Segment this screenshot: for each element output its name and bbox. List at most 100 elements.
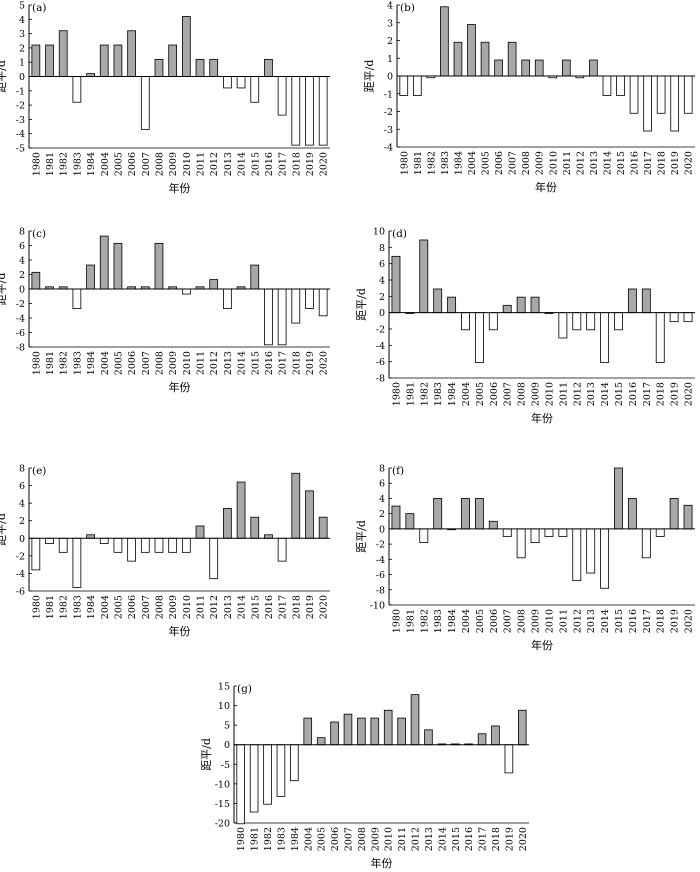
x-tick-label: 1981 [405, 382, 416, 406]
bar [614, 312, 623, 331]
bar [303, 717, 313, 746]
y-tick-label: 0 [19, 534, 25, 545]
y-tick-label: -3 [384, 125, 393, 136]
y-tick-label: -3 [16, 115, 25, 126]
y-tick-label: 4 [19, 256, 25, 267]
bar [86, 264, 95, 290]
x-tick-label: 1983 [72, 595, 83, 619]
x-tick-label: 2020 [684, 382, 695, 406]
bar [209, 537, 219, 580]
x-tick-label: 2016 [628, 609, 639, 633]
bar [502, 304, 512, 314]
x-tick-label: 1984 [86, 351, 97, 375]
x-tick-label: 2017 [643, 151, 654, 175]
bar [223, 508, 232, 539]
x-tick-label: 2010 [544, 382, 555, 406]
x-tick-label: 2004 [100, 152, 111, 176]
bar [318, 288, 328, 317]
bar [491, 725, 500, 746]
x-tick-label: 2017 [642, 609, 653, 633]
bar [516, 296, 526, 314]
y-tick-label: -2 [376, 540, 385, 551]
bar [154, 537, 164, 553]
x-tick-label: 2008 [154, 152, 165, 176]
x-tick-label: 2011 [397, 827, 408, 851]
x-tick-label: 1983 [276, 827, 287, 851]
x-tick-label: 1984 [290, 827, 301, 851]
bar [474, 312, 484, 363]
y-axis-label: 距平/d [0, 60, 8, 93]
x-tick-label: 2007 [141, 595, 152, 619]
x-tick-label: 1981 [45, 152, 56, 176]
bar [534, 59, 544, 77]
y-tick-label: 6 [19, 481, 25, 492]
y-tick-label: 4 [387, 1, 393, 12]
x-tick-label: 1981 [413, 151, 424, 175]
bar [58, 537, 68, 553]
x-tick-label: 2005 [113, 351, 124, 375]
bar [399, 75, 409, 96]
chart-panel-a: -5 -4 -3 -2 -1 0 1 2 3 4 5 1980 1981 1982 1983 1984 2004… [0, 0, 335, 200]
x-tick-label: 1980 [31, 152, 42, 176]
bar [683, 312, 693, 323]
x-tick-label: 2016 [264, 152, 275, 176]
x-tick-label: 2013 [589, 151, 600, 175]
bar [424, 729, 433, 746]
x-axis-label: 年份 [169, 181, 191, 195]
bar [419, 239, 429, 314]
x-tick-label: 2006 [489, 609, 500, 633]
bar [521, 59, 531, 77]
y-tick-label: 0 [379, 524, 385, 535]
bar [277, 76, 287, 116]
x-tick-label: 2012 [572, 382, 583, 406]
x-tick-label: 1980 [236, 827, 247, 851]
x-tick-label: 2006 [494, 151, 505, 175]
x-tick-label: 2005 [481, 151, 492, 175]
x-tick-label: 2008 [154, 595, 165, 619]
panel-label: (g) [237, 683, 252, 695]
y-tick-label: 6 [19, 241, 25, 252]
bar [249, 744, 259, 813]
bar [113, 242, 123, 290]
x-tick-label: 2009 [531, 609, 542, 633]
x-tick-label: 2005 [113, 152, 124, 176]
x-tick-label: 2009 [168, 595, 179, 619]
bar [45, 44, 54, 77]
bar [488, 312, 498, 331]
x-tick-label: 1981 [405, 609, 416, 633]
x-axis-label: 年份 [169, 624, 191, 638]
y-axis-label: 距平/d [200, 738, 213, 771]
x-tick-label: 2015 [616, 151, 627, 175]
x-axis-label: 年份 [371, 856, 393, 870]
x-tick-label: 2020 [684, 609, 695, 633]
bar [31, 44, 41, 77]
bar [277, 288, 287, 346]
x-axis-label: 年份 [169, 380, 191, 394]
bar [318, 516, 328, 539]
x-tick-label: 2012 [575, 151, 586, 175]
bar [250, 516, 260, 539]
bar [168, 537, 178, 553]
x-tick-label: 2014 [437, 827, 448, 851]
x-tick-label: 2018 [657, 151, 668, 175]
x-tick-label: 1980 [391, 382, 402, 406]
x-tick-label: 2019 [670, 151, 681, 175]
bar [683, 75, 693, 114]
y-tick-label: -1 [16, 86, 25, 97]
bar [655, 528, 665, 537]
x-tick-label: 2011 [196, 351, 207, 375]
y-tick-label: 8 [19, 227, 25, 238]
x-tick-label: 2017 [478, 827, 489, 851]
x-tick-label: 2004 [461, 382, 472, 406]
x-tick-label: 2004 [467, 151, 478, 175]
x-tick-label: 2006 [127, 351, 138, 375]
x-axis-label: 年份 [531, 638, 553, 652]
x-tick-label: 2011 [196, 595, 207, 619]
panel-label: (c) [32, 228, 46, 240]
x-tick-label: 2008 [357, 827, 368, 851]
bar [627, 288, 637, 314]
x-tick-label: 2014 [600, 382, 611, 406]
x-tick-label: 1984 [453, 151, 464, 175]
bar [518, 709, 527, 746]
